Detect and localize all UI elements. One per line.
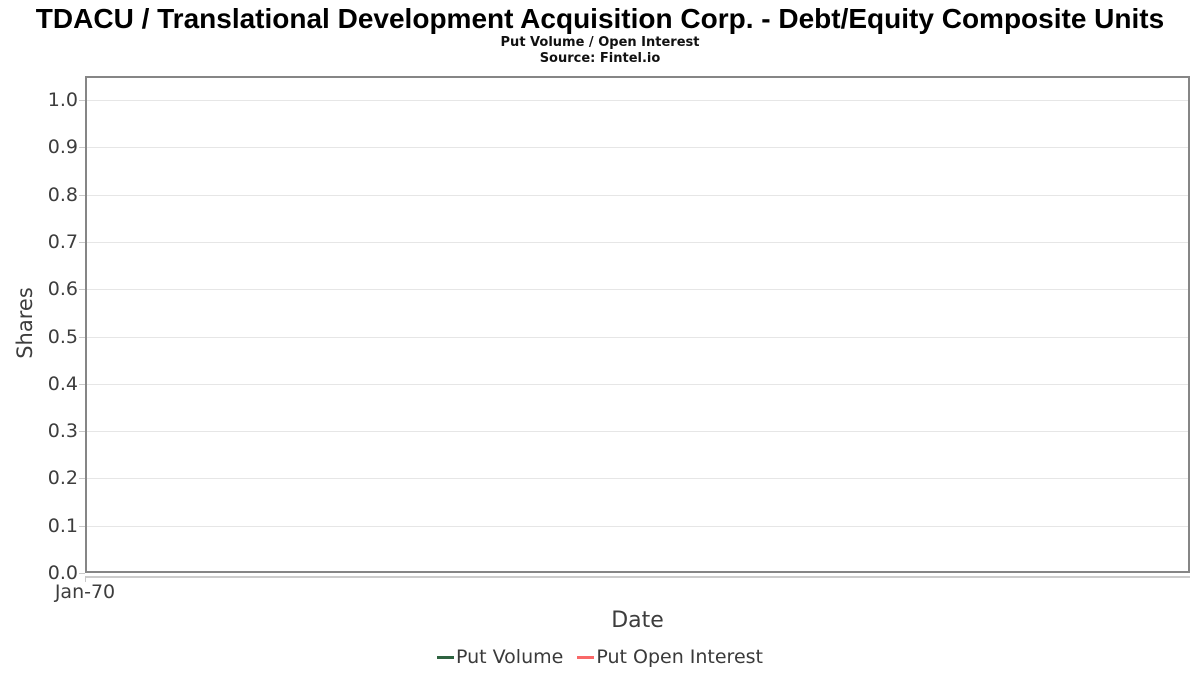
y-tick-label: 0.7 [47, 231, 78, 253]
y-tick-mark [79, 147, 85, 148]
y-tick-mark [79, 100, 85, 101]
y-tick-label: 0.1 [47, 515, 78, 537]
legend-line-icon [577, 655, 595, 659]
y-tick-label: 0.9 [47, 136, 78, 158]
gridline [87, 289, 1188, 290]
gridline [87, 384, 1188, 385]
y-tick-label: 0.4 [47, 373, 78, 395]
legend-item-put-open-interest[interactable]: Put Open Interest [577, 646, 763, 668]
gridline [87, 100, 1188, 101]
y-tick-mark [79, 526, 85, 527]
gridline [87, 147, 1188, 148]
y-tick-label: 1.0 [47, 89, 78, 111]
y-tick-mark [79, 573, 85, 574]
gridline [87, 431, 1188, 432]
y-tick-label: 0.8 [47, 184, 78, 206]
x-axis-line [85, 576, 1190, 578]
x-tick-label: Jan-70 [54, 581, 116, 603]
y-tick-label: 0.6 [47, 278, 78, 300]
chart-subtitle: Put Volume / Open Interest [500, 35, 700, 50]
y-tick-mark [79, 289, 85, 290]
gridline [87, 195, 1188, 196]
gridline [87, 478, 1188, 479]
legend-item-put-volume[interactable]: Put Volume [437, 646, 563, 668]
x-axis-title: Date [611, 608, 664, 633]
y-tick-mark [79, 384, 85, 385]
y-tick-label: 0.0 [47, 562, 78, 584]
y-tick-mark [79, 478, 85, 479]
y-tick-mark [79, 431, 85, 432]
chart-title: TDACU / Translational Development Acquis… [35, 3, 1165, 34]
legend-label: Put Volume [456, 646, 564, 668]
x-tick-mark [85, 576, 86, 582]
y-tick-mark [79, 195, 85, 196]
y-tick-label: 0.5 [47, 326, 78, 348]
gridline [87, 242, 1188, 243]
y-tick-label: 0.3 [47, 420, 78, 442]
chart-source-label: Source: Fintel.io [539, 51, 661, 66]
gridline [87, 526, 1188, 527]
legend-line-icon [437, 655, 454, 659]
legend-label: Put Open Interest [596, 646, 763, 668]
plot-area [85, 76, 1190, 573]
y-tick-mark [79, 242, 85, 243]
y-tick-label: 0.2 [47, 467, 78, 489]
gridline [87, 337, 1188, 338]
y-tick-mark [79, 337, 85, 338]
legend: Put Volume Put Open Interest [0, 646, 1200, 668]
